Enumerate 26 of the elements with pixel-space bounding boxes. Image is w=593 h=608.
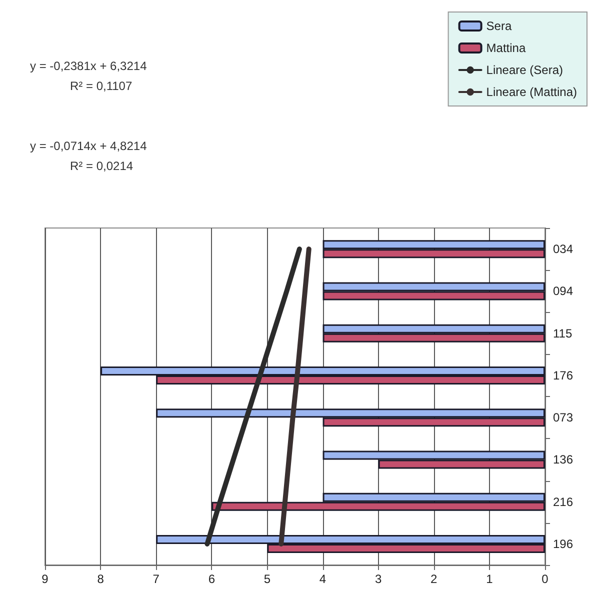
x-tick-label: 5 <box>264 572 271 586</box>
y-tick-label: 034 <box>553 242 574 256</box>
x-tick-label: 8 <box>97 572 104 586</box>
y-tick-label: 196 <box>553 536 574 551</box>
legend-label: Mattina <box>486 41 526 55</box>
legend-label: Lineare (Mattina) <box>486 85 578 99</box>
text: y = -0,2381x + 6,3214 <box>30 59 148 73</box>
x-tick-label: 7 <box>152 572 160 586</box>
legend-label: Lineare (Sera) <box>486 63 564 77</box>
text: y = -0,0714x + 4,8214 <box>30 139 148 153</box>
y-tick-label: 216 <box>553 494 574 509</box>
x-tick-label: 4 <box>319 572 326 586</box>
y-tick-label: 094 <box>553 284 574 298</box>
text: R² = 0,0214 <box>70 159 134 173</box>
y-tick-label: 176 <box>553 368 574 382</box>
x-tick-label: 2 <box>430 572 438 586</box>
x-tick-label: 9 <box>42 572 49 586</box>
x-tick-label: 6 <box>208 572 216 586</box>
x-tick-label: 0 <box>542 572 549 586</box>
y-tick-label: 136 <box>553 452 574 467</box>
x-tick-label: 1 <box>486 572 494 586</box>
y-tick-label: 115 <box>553 326 572 340</box>
y-tick-label: 073 <box>553 410 574 425</box>
text: R² = 0,1107 <box>70 79 132 93</box>
legend-label: Sera <box>486 19 512 33</box>
x-tick-label: 3 <box>374 572 382 586</box>
